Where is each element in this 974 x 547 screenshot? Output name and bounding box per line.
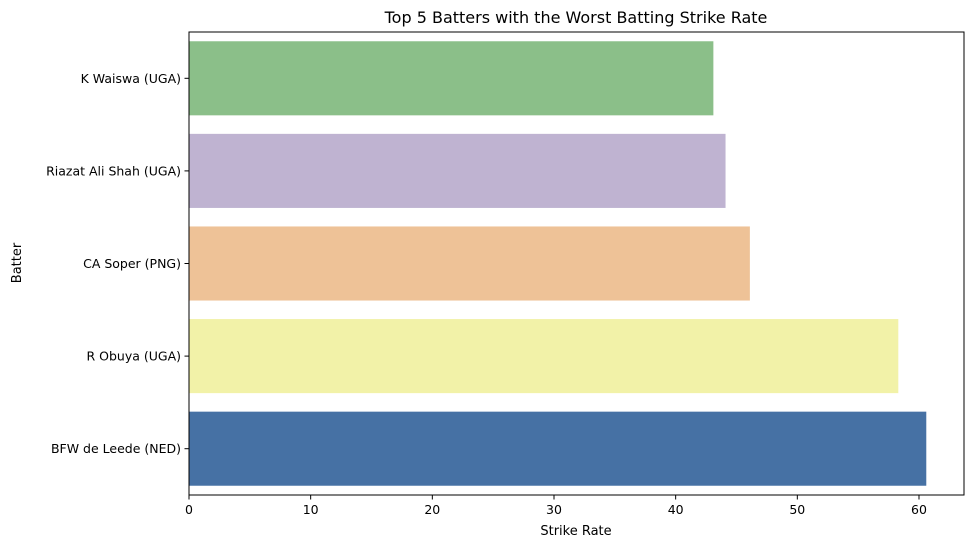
x-axis-label: Strike Rate <box>540 524 611 539</box>
y-tick-label: Riazat Ali Shah (UGA) <box>46 163 181 178</box>
y-axis-ticks: K Waiswa (UGA) Riazat Ali Shah (UGA) CA So… <box>46 71 189 456</box>
y-tick-label: K Waiswa (UGA) <box>81 71 181 86</box>
bar-2 <box>189 226 750 301</box>
x-tick-label: 50 <box>789 502 805 517</box>
x-tick-label: 0 <box>185 502 193 517</box>
y-tick-label: BFW de Leede (NED) <box>51 441 181 456</box>
bars-group <box>189 41 927 486</box>
x-tick-label: 10 <box>303 502 319 517</box>
y-tick-label: CA Soper (PNG) <box>83 256 181 271</box>
bar-1 <box>189 133 726 208</box>
y-tick-label: R Obuya (UGA) <box>86 349 181 364</box>
bar-3 <box>189 319 899 394</box>
x-tick-label: 20 <box>424 502 440 517</box>
y-axis-label: Batter <box>10 242 25 283</box>
x-tick-label: 40 <box>668 502 684 517</box>
bar-0 <box>189 41 714 116</box>
x-axis-ticks: 0 10 20 30 40 50 60 <box>185 495 927 517</box>
x-tick-label: 30 <box>546 502 562 517</box>
plot-frame <box>188 31 965 496</box>
x-tick-label: 60 <box>911 502 927 517</box>
bar-4 <box>189 411 927 486</box>
chart-title: Top 5 Batters with the Worst Batting Str… <box>384 8 768 27</box>
